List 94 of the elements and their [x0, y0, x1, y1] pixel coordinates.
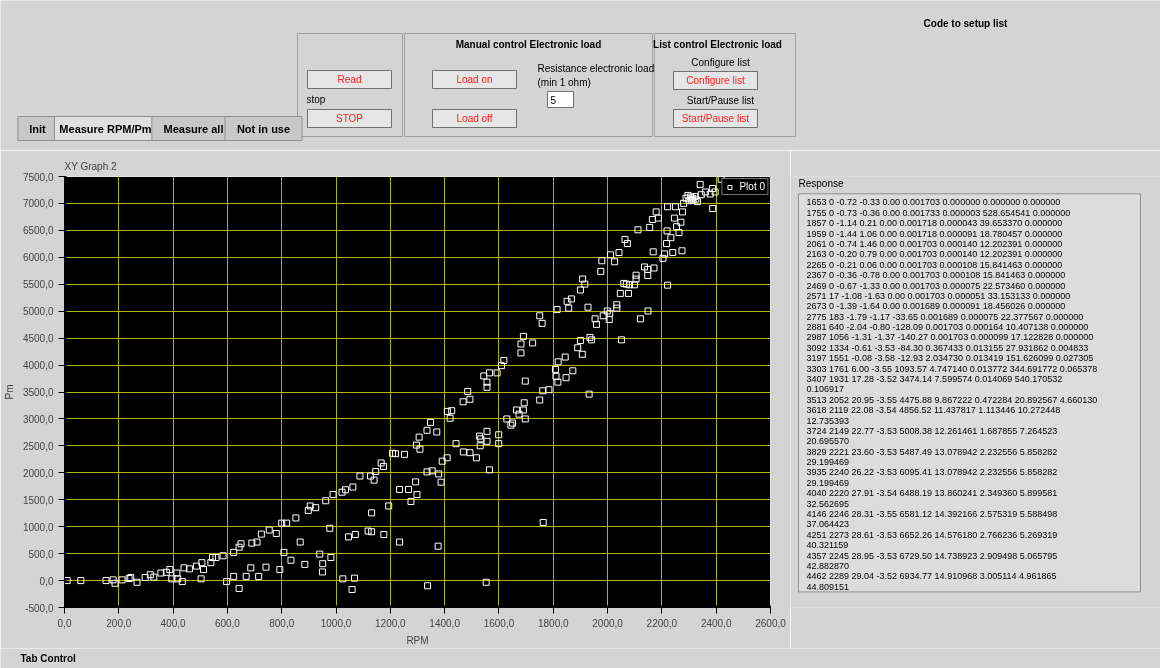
x-tick-label: 1400,0 [429, 617, 461, 629]
text: (min 1 ohm) [537, 77, 591, 88]
text: 4251 2273 28.61 -3.53 6652.26 14.576180 2.766236 5.269319 [806, 529, 1058, 540]
y-tick-label: 3000,0 [22, 413, 54, 425]
y-tick-label: 2500,0 [22, 440, 54, 452]
x-tick-label: 800,0 [269, 617, 295, 629]
x-tick-label: 1000,0 [320, 617, 352, 629]
text: 40.321159 [806, 540, 849, 551]
text: Not in use [236, 122, 291, 135]
text: Read [337, 74, 362, 85]
text: 4040 2220 27.91 -3.54 6488.19 13.860241 2.349360 5.899581 [806, 488, 1058, 499]
text: 4462 2289 29.04 -3.52 6934.77 14.910968 3.005114 4.961865 [806, 571, 1057, 582]
text: 3618 2119 22.08 -3.54 4856.52 11.437817 1.113446 10.272448 [806, 405, 1061, 416]
text: 3724 2149 22.77 -3.53 5008.38 12.261461 1.687855 7.264523 [806, 425, 1058, 436]
text: Measure RPM/Pm [59, 122, 152, 135]
text: Configure list [686, 75, 745, 86]
text: 2775 183 -1.79 -1.17 -33.65 0.001689 0.000075 22.377567 0.000000 [806, 311, 1084, 322]
x-tick-label: 1200,0 [375, 617, 407, 629]
text: 42.882870 [806, 560, 850, 571]
text: Load off [456, 113, 493, 124]
y-tick-label: 0,0 [39, 575, 54, 587]
text: 32.562695 [806, 498, 850, 509]
x-tick-label: 600,0 [214, 617, 241, 629]
x-tick-label: 2400,0 [700, 617, 732, 629]
y-tick-label: -500,0 [25, 602, 54, 614]
x-axis-title: RPM [406, 634, 429, 646]
y-tick-label: 6500,0 [22, 225, 54, 237]
x-tick-label: 2600,0 [755, 617, 787, 629]
text: 2673 0 -1.39 -1.64 0.00 0.001689 0.000091 18.456026 0.000000 [806, 301, 1066, 312]
x-tick-label: 1800,0 [537, 617, 569, 629]
text: 3407 1931 17.28 -3.52 3474.14 7.599574 0.014069 540.170532 [806, 374, 1063, 385]
chart-title: XY Graph 2 [64, 160, 118, 172]
text: 1653 0 -0.72 -0.33 0.00 0.001703 0.000000 0.000000 0.000000 [806, 197, 1061, 208]
text: 29.199469 [806, 477, 850, 488]
text: 3092 1334 -0.61 -3.53 -84.30 0.367433 0.013155 27.931862 0.004833 [806, 342, 1089, 353]
legend-label: Plot 0 [739, 181, 765, 192]
y-tick-label: 2000,0 [22, 467, 54, 479]
text: Measure all [163, 122, 224, 135]
text: 12.735393 [806, 415, 850, 426]
text: 1755 0 -0.73 -0.36 0.00 0.001733 0.000003 528.654541 0.000000 [806, 207, 1071, 218]
text: 2469 0 -0.67 -1.33 0.00 0.001703 0.000075 22.573460 0.000000 [806, 280, 1066, 291]
text: 1857 0 -1.14 0.21 0.00 0.001718 0.000043 39.653370 0.000000 [806, 218, 1063, 229]
text: stop [306, 94, 326, 105]
text: Init [29, 122, 47, 135]
text: 0.106917 [806, 384, 845, 395]
y-tick-label: 4000,0 [22, 360, 54, 372]
y-tick-label: 4500,0 [22, 333, 54, 345]
text: Code to setup list [923, 18, 1009, 29]
text: 3513 2052 20.95 -3.55 4475.88 9.867222 0.472284 20.892567 4.660130 [806, 394, 1098, 405]
text: 29.199469 [806, 457, 850, 468]
y-tick-label: 1000,0 [22, 521, 54, 533]
text: 3829 2221 23.60 -3.53 5487.49 13.078942 2.232556 5.858282 [806, 446, 1058, 457]
y-tick-label: 7500,0 [22, 171, 54, 183]
text: 2163 0 -0.20 0.79 0.00 0.001703 0.000140 12.202391 0.000000 [806, 249, 1063, 260]
text: 5 [550, 94, 557, 106]
y-tick-label: 500,0 [28, 548, 54, 560]
y-tick-label: 3500,0 [22, 387, 54, 398]
y-tick-label: 5500,0 [22, 279, 54, 291]
x-tick-label: 1600,0 [483, 617, 515, 629]
x-tick-label: 2200,0 [646, 617, 678, 629]
text: Load on [456, 74, 493, 85]
text: 20.695570 [806, 436, 850, 447]
text: 2061 0 -0.74 1.46 0.00 0.001703 0.000140 12.202391 0.000000 [806, 239, 1063, 250]
text: 44.809151 [806, 581, 850, 592]
text: STOP [335, 113, 364, 124]
text: 2571 17 -1.08 -1.63 0.00 0.001703 0.000051 33.153133 0.000000 [806, 290, 1071, 301]
y-tick-label: 7000,0 [22, 198, 54, 210]
text: 37.064423 [806, 519, 850, 530]
y-tick-label: 1500,0 [22, 494, 54, 506]
text: 1959 0 -1.44 1.06 0.00 0.001718 0.000091 18.780457 0.000000 [806, 228, 1063, 239]
text: Start/Pause list [686, 95, 755, 106]
text: Resistance electronic load [537, 63, 655, 74]
text: 2265 0 -0.21 0.06 0.00 0.001703 0.000108 15.841463 0.000000 [806, 259, 1063, 270]
text: 3303 1761 6.00 -3.55 1093.57 4.747140 0.013772 344.691772 0.065378 [806, 363, 1098, 374]
text: List control Electronic load [653, 39, 782, 50]
y-tick-label: 6000,0 [22, 252, 54, 264]
x-tick-label: 2000,0 [592, 617, 624, 629]
y-axis-title: Pm [3, 384, 15, 400]
x-tick-label: 0,0 [57, 617, 72, 629]
text: Tab Control [20, 653, 77, 664]
text: Start/Pause list [681, 113, 750, 124]
text: 3935 2240 26.22 -3.53 6095.41 13.078942 2.232556 5.858282 [806, 467, 1058, 478]
y-tick-label: 5000,0 [22, 306, 54, 318]
text: Manual control Electronic load [455, 39, 602, 50]
text: 2367 0 -0.36 -0.78 0.00 0.001703 0.000108 15.841463 0.000000 [806, 270, 1066, 281]
text: Response [798, 177, 844, 189]
text: Configure list [691, 57, 750, 68]
text: 4357 2245 28.95 -3.53 6729.50 14.738923 2.909498 5.065795 [806, 550, 1058, 561]
text: 2881 640 -2.04 -0.80 -128.09 0.001703 0.000164 10.407138 0.000000 [806, 322, 1089, 333]
x-tick-label: 400,0 [160, 617, 187, 629]
text: 4146 2246 28.31 -3.55 6581.12 14.392166 2.575319 5.588498 [806, 509, 1058, 520]
x-tick-label: 200,0 [106, 617, 132, 629]
text: 2987 1056 -1.31 -1.37 -140.27 0.001703 0.000099 17.122828 0.000000 [806, 332, 1094, 343]
text: 3197 1551 -0.08 -3.58 -12.93 2.034730 0.013419 151.626099 0.027305 [806, 353, 1094, 364]
